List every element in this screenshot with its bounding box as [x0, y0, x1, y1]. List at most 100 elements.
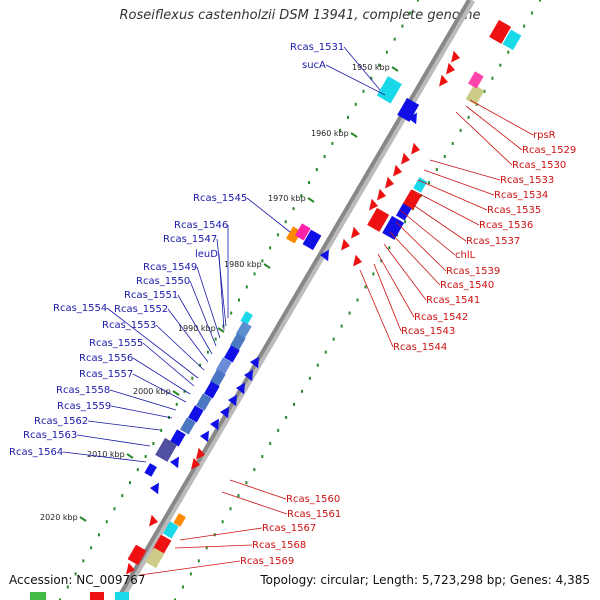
reverse-cds-arrow [191, 457, 200, 470]
tick-dot-inner [66, 585, 69, 589]
forward-gene-label: Rcas_1562 [34, 416, 88, 427]
tick-dot-inner [74, 572, 77, 576]
forward-gene-label: Rcas_1559 [57, 401, 111, 412]
forward-leader-line [109, 389, 177, 411]
tick-dot-inner [401, 24, 404, 28]
tick-dot-outer [475, 102, 478, 106]
forward-cds-arrow [200, 430, 209, 443]
tick-dot-inner [378, 63, 381, 67]
tick-dot-inner [370, 76, 373, 80]
tick-dot-outer [181, 585, 184, 589]
kbp-tick-label: 1950 kbp [352, 63, 390, 72]
forward-cds-feature [397, 97, 420, 122]
tick-dot-outer [364, 285, 367, 289]
reverse-cds-arrow [149, 514, 158, 527]
reverse-cds-feature [465, 84, 485, 106]
forward-cds-feature [216, 357, 232, 375]
forward-cds-feature [180, 417, 196, 435]
forward-cds-arrow [228, 394, 237, 407]
reverse-gene-label: Rcas_1530 [512, 160, 566, 171]
reverse-gene-label: Rcas_1535 [487, 205, 541, 216]
forward-leader-line [216, 238, 227, 327]
edge-feature [30, 592, 46, 600]
forward-leader-line [167, 308, 209, 363]
reverse-leader-line [174, 544, 253, 549]
forward-gene-label: sucA [302, 60, 326, 71]
reverse-gene-label: Rcas_1568 [252, 540, 306, 551]
tick-dot-inner [409, 11, 412, 15]
forward-leader-line [106, 307, 199, 379]
forward-leader-line [196, 266, 221, 339]
tick-dot-outer [372, 272, 375, 276]
forward-gene-label: Rcas_1547 [163, 234, 217, 245]
reverse-gene-label: Rcas_1537 [466, 236, 520, 247]
tick-dot-outer [459, 128, 462, 132]
reverse-gene-label: Rcas_1567 [262, 523, 316, 534]
forward-cds-feature [376, 76, 402, 104]
tick-dot-inner [308, 181, 311, 185]
map-title: Roseiflexus castenholzii DSM 13941, comp… [119, 8, 481, 23]
tick-dot-inner [214, 337, 217, 341]
reverse-leader-line [395, 221, 447, 272]
tick-dot-inner [238, 298, 240, 302]
reverse-leader-line [389, 231, 441, 286]
tick-dot-inner [199, 363, 202, 367]
forward-leader-line [246, 197, 291, 233]
tick-dot-outer [539, 0, 541, 2]
reverse-cds-feature [367, 207, 390, 232]
reverse-cds-arrow [451, 50, 460, 63]
tick-dot-inner [385, 50, 388, 54]
forward-cds-feature [155, 437, 178, 462]
reverse-gene-label: Rcas_1560 [286, 494, 340, 505]
tick-dot-outer [205, 546, 208, 550]
tick-dot-outer [427, 181, 430, 185]
tick-dot-outer [380, 259, 383, 263]
tick-dot-inner [183, 389, 186, 393]
forward-gene-label: Rcas_1546 [174, 220, 228, 231]
tick-dot-inner [230, 311, 233, 315]
forward-leader-line [155, 324, 205, 371]
forward-cds-feature [170, 429, 186, 447]
edge-feature [90, 592, 104, 600]
tick-dot-inner [97, 533, 100, 537]
tick-dot-inner [144, 455, 147, 459]
reverse-gene-label: Rcas_1544 [393, 342, 447, 353]
forward-gene-label: Rcas_1545 [193, 193, 247, 204]
tick-dot-inner [323, 155, 326, 159]
forward-gene-label: Rcas_1552 [114, 304, 168, 315]
tick-dot-inner [121, 494, 124, 498]
reverse-cds-arrow [351, 226, 360, 239]
tick-dot-outer [483, 89, 486, 93]
reverse-cds-feature [413, 177, 428, 193]
reverse-cds-feature [127, 544, 147, 566]
forward-leader-line [218, 253, 225, 331]
tick-dot-inner [362, 89, 365, 93]
tick-dot-outer [507, 50, 510, 54]
forward-cds-feature [236, 321, 252, 339]
reverse-cds-arrow [377, 188, 386, 201]
reverse-cds-feature [173, 513, 186, 527]
reverse-gene-label: Rcas_1542 [414, 312, 468, 323]
forward-gene-label: Rcas_1554 [53, 303, 107, 314]
tick-dot-inner [136, 468, 139, 472]
forward-cds-feature [144, 463, 157, 477]
reverse-cds-feature [468, 71, 484, 89]
reverse-leader-line [469, 99, 534, 136]
kbp-tick-mark [263, 263, 271, 269]
tick-dot-inner [346, 115, 349, 119]
tick-dot-inner [331, 141, 334, 145]
tick-dot-outer [435, 168, 438, 172]
forward-leader-line [110, 405, 173, 419]
reverse-gene-label: Rcas_1533 [500, 175, 554, 186]
reverse-cds-arrow [401, 152, 410, 165]
forward-cds-feature [210, 369, 226, 387]
kbp-tick-mark [307, 197, 315, 203]
tick-dot-inner [284, 220, 287, 224]
kbp-tick-mark [391, 66, 399, 72]
accession-label: Accession: NC_009767 [9, 573, 146, 587]
forward-gene-label: Rcas_1564 [9, 447, 63, 458]
tick-dot-inner [393, 37, 396, 41]
forward-leader-line [62, 451, 147, 463]
forward-cds-arrow [236, 382, 245, 395]
reverse-leader-line [377, 253, 415, 318]
